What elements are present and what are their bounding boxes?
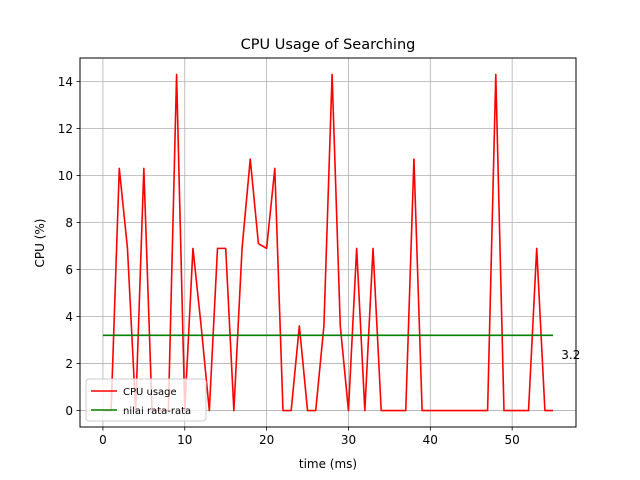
x-tick-label: 40: [423, 433, 438, 447]
y-tick-label: 10: [58, 169, 73, 183]
annotations: 3.2: [561, 348, 580, 362]
x-tick-label: 50: [505, 433, 520, 447]
y-tick-label: 2: [65, 357, 73, 371]
x-tick-label: 0: [99, 433, 107, 447]
y-tick-label: 0: [65, 404, 73, 418]
y-axis-label: CPU (%): [33, 219, 47, 268]
annotation-label: 3.2: [561, 348, 580, 362]
y-tick-label: 6: [65, 263, 73, 277]
y-tick-label: 12: [58, 122, 73, 136]
y-tick-label: 14: [58, 75, 73, 89]
y-tick-label: 8: [65, 216, 73, 230]
chart-title: CPU Usage of Searching: [241, 37, 416, 53]
plot-area-frame: [79, 57, 577, 428]
x-tick-label: 20: [259, 433, 274, 447]
y-tick-label: 4: [65, 310, 73, 324]
series-layer: [102, 73, 554, 412]
x-tick-label: 10: [177, 433, 192, 447]
legend-entry-label: nilai rata-rata: [123, 406, 191, 417]
x-axis-label: time (ms): [299, 457, 357, 471]
legend-entry-label: CPU usage: [123, 387, 177, 398]
x-tick-label: 30: [341, 433, 356, 447]
legend: CPU usage nilai rata-rata: [85, 378, 207, 422]
series-line-1: [102, 73, 554, 412]
axis-ticks: 0 10 20 30 40 50 0 2 4 6 8 10 12 14: [58, 75, 520, 447]
